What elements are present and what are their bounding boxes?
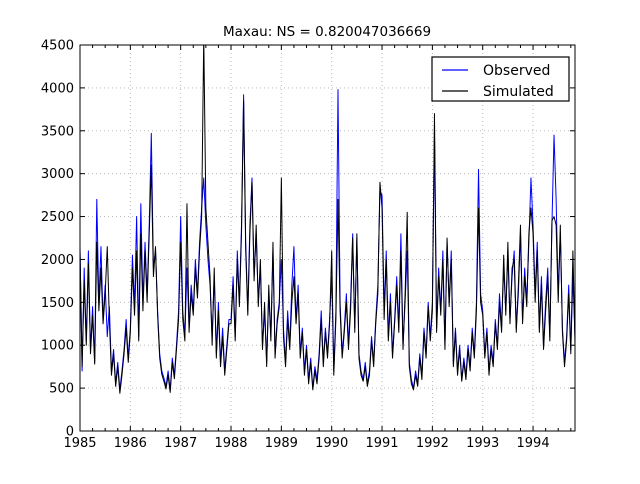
x-axis-tick-label: 1987 xyxy=(164,436,197,451)
y-axis-tick-label: 3000 xyxy=(41,167,74,182)
chart-title: Maxau: NS = 0.820047036669 xyxy=(223,24,431,40)
y-axis-tick-label: 3500 xyxy=(41,124,74,139)
ticklabel-layer: 1985 1986 1987 1988 1989 1990 1991 1992 1993 1994… xyxy=(41,39,550,452)
x-axis-tick-label: 1992 xyxy=(416,436,449,451)
y-axis-tick-label: 2000 xyxy=(41,253,74,268)
y-axis-tick-label: 500 xyxy=(49,382,74,397)
legend-simulated-label: Simulated xyxy=(483,84,554,100)
y-axis-tick-label: 1500 xyxy=(41,296,74,311)
series-simulated-line xyxy=(80,45,575,394)
x-axis-tick-label: 1994 xyxy=(517,436,550,451)
x-axis-tick-label: 1991 xyxy=(365,436,398,451)
x-axis-tick-label: 1990 xyxy=(315,436,348,451)
series-layer xyxy=(80,45,575,394)
plot-area xyxy=(80,45,575,431)
x-axis-tick-label: 1988 xyxy=(214,436,247,451)
y-axis-tick-label: 2500 xyxy=(41,210,74,225)
y-axis-tick-label: 4000 xyxy=(41,81,74,96)
y-axis-tick-label: 4500 xyxy=(41,39,74,54)
x-axis-tick-label: 1985 xyxy=(63,436,96,451)
legend-box xyxy=(431,56,570,102)
x-axis-tick-label: 1989 xyxy=(265,436,298,451)
legend-observed-label: Observed xyxy=(483,63,550,79)
x-axis-tick-label: 1986 xyxy=(114,436,147,451)
y-axis-tick-label: 0 xyxy=(66,425,74,440)
y-axis-tick-label: 1000 xyxy=(41,339,74,354)
x-axis-tick-label: 1993 xyxy=(466,436,499,451)
legend: Observed Simulated xyxy=(431,56,570,102)
tick-layer xyxy=(79,44,575,432)
axes-spines xyxy=(79,44,576,432)
